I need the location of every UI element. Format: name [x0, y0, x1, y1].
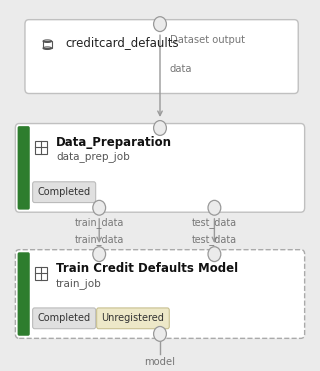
Text: Completed: Completed: [37, 313, 91, 323]
Circle shape: [93, 200, 106, 215]
Text: train_data: train_data: [75, 234, 124, 245]
FancyBboxPatch shape: [18, 126, 30, 210]
FancyBboxPatch shape: [97, 308, 169, 329]
Text: data_prep_job: data_prep_job: [56, 151, 130, 162]
Text: Unregistered: Unregistered: [101, 313, 164, 323]
Circle shape: [208, 247, 221, 262]
Bar: [43, 41, 52, 48]
Circle shape: [93, 247, 106, 262]
Text: Dataset output: Dataset output: [170, 35, 244, 45]
Circle shape: [154, 121, 166, 135]
Text: data: data: [170, 64, 192, 74]
Text: train_data: train_data: [75, 217, 124, 227]
FancyBboxPatch shape: [33, 308, 96, 329]
Text: test_data: test_data: [192, 234, 237, 245]
Text: Completed: Completed: [37, 187, 91, 197]
Text: train_job: train_job: [56, 278, 102, 289]
Circle shape: [154, 17, 166, 32]
Text: Train Credit Defaults Model: Train Credit Defaults Model: [56, 262, 238, 276]
Bar: [35, 267, 47, 280]
Circle shape: [208, 200, 221, 215]
FancyBboxPatch shape: [15, 124, 305, 212]
Bar: [35, 141, 47, 154]
FancyBboxPatch shape: [15, 250, 305, 338]
Text: test_data: test_data: [192, 217, 237, 227]
FancyBboxPatch shape: [33, 182, 96, 203]
Text: Data_Preparation: Data_Preparation: [56, 136, 172, 150]
FancyBboxPatch shape: [25, 20, 298, 93]
FancyBboxPatch shape: [18, 252, 30, 336]
Circle shape: [154, 326, 166, 341]
Text: model: model: [145, 357, 175, 367]
Text: creditcard_defaults: creditcard_defaults: [66, 36, 179, 49]
